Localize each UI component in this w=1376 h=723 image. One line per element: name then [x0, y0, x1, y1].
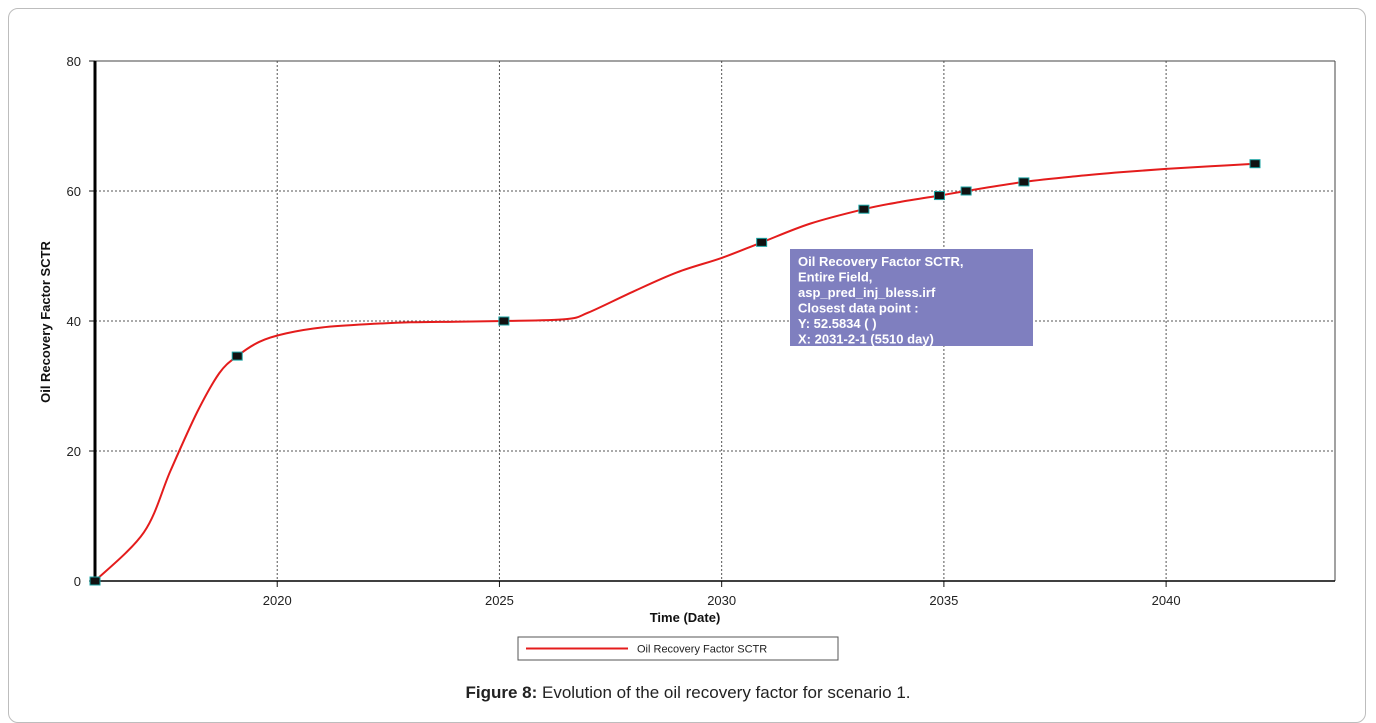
y-tick-label: 40 [67, 314, 81, 329]
data-point-marker [498, 316, 510, 326]
series-group [94, 162, 1256, 582]
data-point-marker [1018, 177, 1030, 187]
legend-box [517, 636, 839, 661]
tooltip-box [790, 249, 1033, 346]
x-axis-title: Time (Date) [650, 610, 721, 625]
data-tooltip: Oil Recovery Factor SCTR,Entire Field,as… [790, 249, 1033, 347]
axes [89, 60, 1336, 587]
x-tick-label: 2025 [485, 593, 514, 608]
tooltip-line: X: 2031-2-1 (5510 day) [798, 332, 934, 347]
data-point-marker [960, 186, 972, 196]
x-tick-label: 2020 [263, 593, 292, 608]
figure-frame [8, 8, 1366, 723]
data-point-marker [756, 237, 768, 247]
data-point-marker [89, 576, 101, 586]
grid [95, 61, 1335, 581]
tooltip-line: asp_pred_inj_bless.irf [798, 285, 936, 300]
y-axis-title: Oil Recovery Factor SCTR [38, 240, 53, 402]
legend: Oil Recovery Factor SCTR [517, 636, 839, 661]
caption-label: Figure 8: [465, 683, 538, 702]
caption-text: Evolution of the oil recovery factor for… [537, 683, 911, 702]
y-tick-labels: 0 20 40 60 80 [67, 54, 81, 589]
y-tick-label: 20 [67, 444, 81, 459]
x-tick-label: 2030 [707, 593, 736, 608]
y-tick-label: 60 [67, 184, 81, 199]
data-point-marker [231, 351, 243, 361]
data-point-marker [1249, 159, 1261, 169]
tooltip-line: Entire Field, [798, 270, 872, 285]
tooltip-line: Oil Recovery Factor SCTR, [798, 254, 963, 269]
data-point-marker [933, 191, 945, 201]
x-tick-labels: 2020 2025 2030 2035 2040 [263, 593, 1181, 608]
marker-group [89, 159, 1261, 586]
y-tick-label: 80 [67, 54, 81, 69]
tooltip-line: Y: 52.5834 ( ) [798, 316, 877, 331]
tooltip-line: Closest data point : [798, 301, 919, 316]
x-tick-label: 2040 [1152, 593, 1181, 608]
y-tick-label: 0 [74, 574, 81, 589]
legend-label: Oil Recovery Factor SCTR [637, 644, 767, 656]
data-point-marker [858, 204, 870, 214]
series-line [94, 162, 1256, 582]
x-tick-label: 2035 [929, 593, 958, 608]
figure-caption: Figure 8: Evolution of the oil recovery … [0, 683, 1376, 703]
